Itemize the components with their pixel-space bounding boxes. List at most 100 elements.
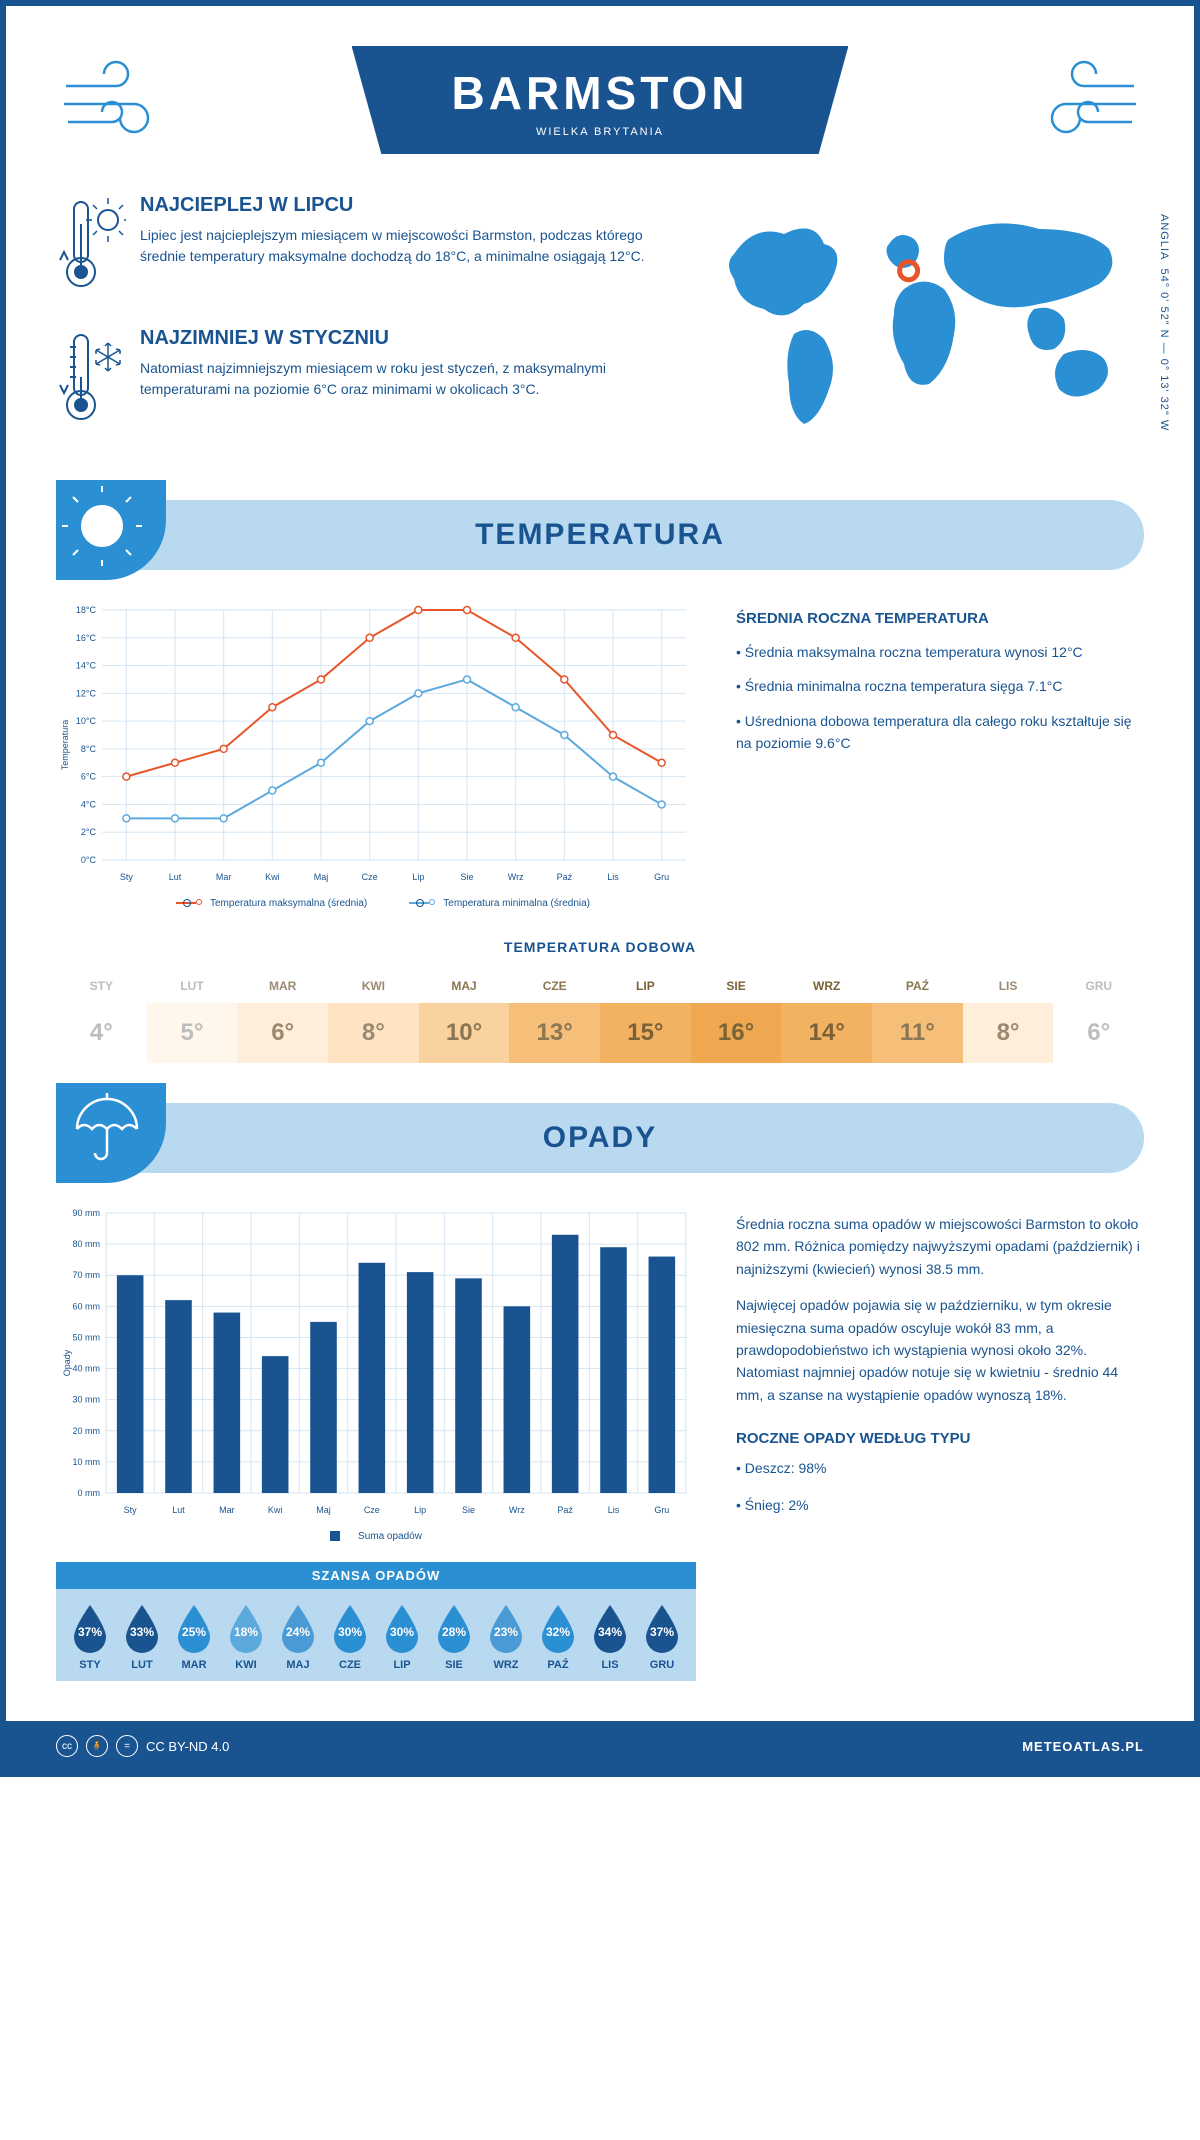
daily-temp-value: 13° bbox=[509, 1003, 600, 1063]
brand-text: METEOATLAS.PL bbox=[1022, 1739, 1144, 1754]
svg-text:Temperatura: Temperatura bbox=[60, 720, 70, 771]
daily-temp-value: 8° bbox=[963, 1003, 1054, 1063]
svg-text:14°C: 14°C bbox=[76, 661, 97, 671]
svg-text:Lut: Lut bbox=[172, 1505, 185, 1515]
chance-item: 34% LIS bbox=[584, 1603, 636, 1671]
svg-text:Wrz: Wrz bbox=[508, 872, 524, 882]
coldest-block: NAJZIMNIEJ W STYCZNIU Natomiast najzimni… bbox=[56, 327, 674, 432]
chance-title: SZANSA OPADÓW bbox=[56, 1562, 696, 1589]
summary-bullet: • Średnia minimalna roczna temperatura s… bbox=[736, 675, 1144, 697]
svg-text:Kwi: Kwi bbox=[268, 1505, 283, 1515]
chance-item: 30% CZE bbox=[324, 1603, 376, 1671]
daily-temp-value: 10° bbox=[419, 1003, 510, 1063]
svg-text:20 mm: 20 mm bbox=[72, 1426, 100, 1436]
svg-text:Maj: Maj bbox=[316, 1505, 331, 1515]
svg-text:Lip: Lip bbox=[412, 872, 424, 882]
coldest-text: Natomiast najzimniejszym miesiącem w rok… bbox=[140, 358, 674, 400]
daily-temp-value: 11° bbox=[872, 1003, 963, 1063]
header: BARMSTON WIELKA BRYTANIA bbox=[56, 46, 1144, 154]
daily-month-header: CZE bbox=[509, 969, 600, 1003]
chance-item: 24% MAJ bbox=[272, 1603, 324, 1671]
svg-text:Gru: Gru bbox=[654, 872, 669, 882]
daily-month-header: STY bbox=[56, 969, 147, 1003]
daily-month-header: PAŹ bbox=[872, 969, 963, 1003]
chance-item: 37% STY bbox=[64, 1603, 116, 1671]
svg-text:12°C: 12°C bbox=[76, 688, 97, 698]
daily-month-header: LIS bbox=[963, 969, 1054, 1003]
temperature-chart: 0°C2°C4°C6°C8°C10°C12°C14°C16°C18°CStyLu… bbox=[56, 600, 696, 909]
summary-bullet: • Uśredniona dobowa temperatura dla całe… bbox=[736, 710, 1144, 755]
svg-text:Maj: Maj bbox=[314, 872, 329, 882]
bytype-title: ROCZNE OPADY WEDŁUG TYPU bbox=[736, 1430, 1144, 1447]
svg-text:8°C: 8°C bbox=[81, 744, 97, 754]
warmest-title: NAJCIEPLEJ W LIPCU bbox=[140, 194, 674, 217]
temperature-summary: ŚREDNIA ROCZNA TEMPERATURA • Średnia mak… bbox=[736, 600, 1144, 909]
svg-text:Lut: Lut bbox=[169, 872, 182, 882]
coords-label: ANGLIA 54° 0' 52" N — 0° 13' 32" W bbox=[1158, 214, 1170, 431]
precip-text-2: Najwięcej opadów pojawia się w październ… bbox=[736, 1294, 1144, 1406]
svg-text:90 mm: 90 mm bbox=[72, 1208, 100, 1218]
svg-text:Lip: Lip bbox=[414, 1505, 426, 1515]
by-icon: 🧍 bbox=[86, 1735, 108, 1757]
daily-month-header: GRU bbox=[1053, 969, 1144, 1003]
svg-text:10°C: 10°C bbox=[76, 716, 97, 726]
page-title: BARMSTON bbox=[452, 66, 749, 120]
svg-text:4°C: 4°C bbox=[81, 799, 97, 809]
svg-text:Lis: Lis bbox=[607, 872, 619, 882]
chance-item: 18% KWI bbox=[220, 1603, 272, 1671]
chance-item: 25% MAR bbox=[168, 1603, 220, 1671]
daily-temp-value: 8° bbox=[328, 1003, 419, 1063]
precipitation-chart: 0 mm10 mm20 mm30 mm40 mm50 mm60 mm70 mm8… bbox=[56, 1203, 696, 1523]
thermometer-hot-icon bbox=[56, 194, 126, 299]
svg-text:Cze: Cze bbox=[364, 1505, 380, 1515]
svg-text:6°C: 6°C bbox=[81, 772, 97, 782]
precip-text-1: Średnia roczna suma opadów w miejscowośc… bbox=[736, 1213, 1144, 1280]
daily-month-header: LUT bbox=[147, 969, 238, 1003]
svg-text:80 mm: 80 mm bbox=[72, 1239, 100, 1249]
precipitation-summary: Średnia roczna suma opadów w miejscowośc… bbox=[736, 1203, 1144, 1681]
sun-icon bbox=[56, 480, 166, 580]
svg-text:Paź: Paź bbox=[557, 872, 573, 882]
cc-icon: cc bbox=[56, 1735, 78, 1757]
world-map: ANGLIA 54° 0' 52" N — 0° 13' 32" W bbox=[704, 194, 1144, 460]
daily-month-header: MAJ bbox=[419, 969, 510, 1003]
summary-bullet: • Średnia maksymalna roczna temperatura … bbox=[736, 641, 1144, 663]
svg-text:10 mm: 10 mm bbox=[72, 1457, 100, 1467]
daily-temp-title: TEMPERATURA DOBOWA bbox=[56, 939, 1144, 955]
daily-temp-value: 16° bbox=[691, 1003, 782, 1063]
chart-legend: Temperatura maksymalna (średnia)Temperat… bbox=[56, 898, 696, 909]
daily-temp-table: STYLUTMARKWIMAJCZELIPSIEWRZPAŹLISGRU4°5°… bbox=[56, 969, 1144, 1063]
daily-temp-value: 6° bbox=[237, 1003, 328, 1063]
svg-text:2°C: 2°C bbox=[81, 827, 97, 837]
page-subtitle: WIELKA BRYTANIA bbox=[452, 126, 749, 138]
svg-text:Mar: Mar bbox=[216, 872, 232, 882]
svg-text:0 mm: 0 mm bbox=[78, 1488, 101, 1498]
svg-text:Sty: Sty bbox=[124, 1505, 138, 1515]
svg-text:Paź: Paź bbox=[557, 1505, 573, 1515]
coldest-title: NAJZIMNIEJ W STYCZNIU bbox=[140, 327, 674, 350]
precipitation-banner: OPADY bbox=[56, 1103, 1144, 1173]
thermometer-cold-icon bbox=[56, 327, 126, 432]
bytype-item: • Deszcz: 98% bbox=[736, 1457, 1144, 1479]
nd-icon: = bbox=[116, 1735, 138, 1757]
precipitation-chance-box: SZANSA OPADÓW 37% STY 33% LUT 25% MAR 18… bbox=[56, 1562, 696, 1681]
svg-text:70 mm: 70 mm bbox=[72, 1270, 100, 1280]
chance-item: 23% WRZ bbox=[480, 1603, 532, 1671]
svg-text:Lis: Lis bbox=[608, 1505, 620, 1515]
svg-text:Sty: Sty bbox=[120, 872, 134, 882]
chance-item: 33% LUT bbox=[116, 1603, 168, 1671]
daily-temp-value: 15° bbox=[600, 1003, 691, 1063]
chart-legend: Suma opadów bbox=[56, 1531, 696, 1542]
daily-month-header: WRZ bbox=[781, 969, 872, 1003]
svg-text:30 mm: 30 mm bbox=[72, 1395, 100, 1405]
wind-icon bbox=[56, 56, 176, 151]
svg-text:Opady: Opady bbox=[62, 1349, 72, 1376]
footer: cc 🧍 = CC BY-ND 4.0 METEOATLAS.PL bbox=[6, 1721, 1194, 1771]
section-title: TEMPERATURA bbox=[56, 518, 1144, 552]
svg-text:18°C: 18°C bbox=[76, 605, 97, 615]
svg-text:Wrz: Wrz bbox=[509, 1505, 525, 1515]
daily-month-header: KWI bbox=[328, 969, 419, 1003]
temperature-banner: TEMPERATURA bbox=[56, 500, 1144, 570]
title-banner: BARMSTON WIELKA BRYTANIA bbox=[352, 46, 849, 154]
svg-text:Sie: Sie bbox=[462, 1505, 475, 1515]
